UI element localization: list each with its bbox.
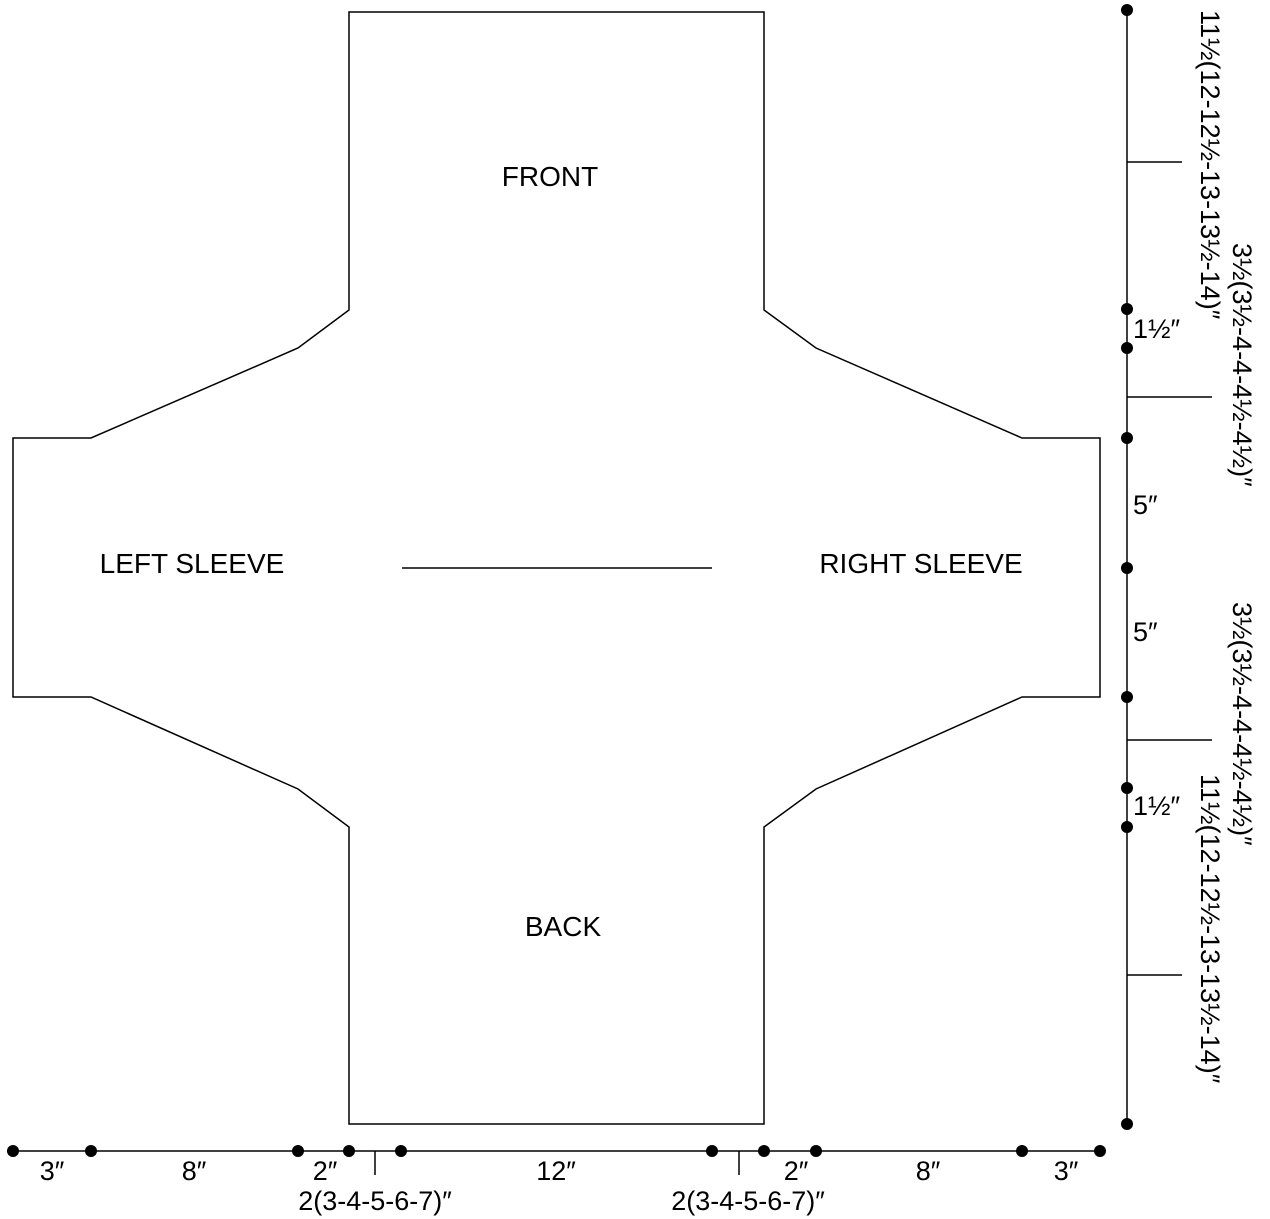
dim-front-length: 11½(12-12½-13-13½-14)″ [1195,10,1225,320]
dim-point [1121,432,1133,444]
dim-back-length: 11½(12-12½-13-13½-14)″ [1195,774,1225,1084]
dim-neck-edge-left: 2(3-4-5-6-7)″ [298,1186,452,1216]
dim-point [1121,4,1133,16]
dim-point [1121,821,1133,833]
dim-point [758,1145,770,1157]
dim-point [1121,303,1133,315]
dim-front-armhole: 3½(3½-4-4-4½-4½)″ [1227,243,1257,487]
dim-point [395,1145,407,1157]
dim-neck-edge-right: 2(3-4-5-6-7)″ [671,1186,825,1216]
dim-point [1121,691,1133,703]
dim-point [292,1145,304,1157]
dim-point [7,1145,19,1157]
dim-center: 12″ [536,1156,576,1186]
dim-point [810,1145,822,1157]
dim-sleeve-right: 8″ [916,1156,941,1186]
dim-shaping-right: 2″ [784,1156,809,1186]
dim-point [706,1145,718,1157]
dim-sleeve-left: 8″ [182,1156,207,1186]
dim-back-armhole: 3½(3½-4-4-4½-4½)″ [1227,602,1257,846]
dim-cuff-left: 3″ [40,1156,65,1186]
dim-point [343,1145,355,1157]
garment-outline [12,11,1101,1125]
dim-point [1016,1145,1028,1157]
dim-point [1094,1145,1106,1157]
dim-upper-sleeve: 5″ [1133,490,1158,520]
dim-point [1121,562,1133,574]
dim-lower-sleeve: 5″ [1133,617,1158,647]
front-label: FRONT [502,161,598,192]
dim-shaping-left: 2″ [313,1156,338,1186]
dim-front-shaping: 1½″ [1133,314,1181,344]
left-sleeve-label: LEFT SLEEVE [100,548,285,579]
dim-cuff-right: 3″ [1054,1156,1079,1186]
dim-back-shaping: 1½″ [1133,791,1181,821]
back-label: BACK [525,911,602,942]
right-dimension-points [1121,4,1133,1130]
bottom-dimension-points [7,1145,1106,1157]
dim-point [1121,342,1133,354]
dim-point [85,1145,97,1157]
dim-point [1121,782,1133,794]
dim-point [1121,1118,1133,1130]
right-sleeve-label: RIGHT SLEEVE [819,548,1022,579]
